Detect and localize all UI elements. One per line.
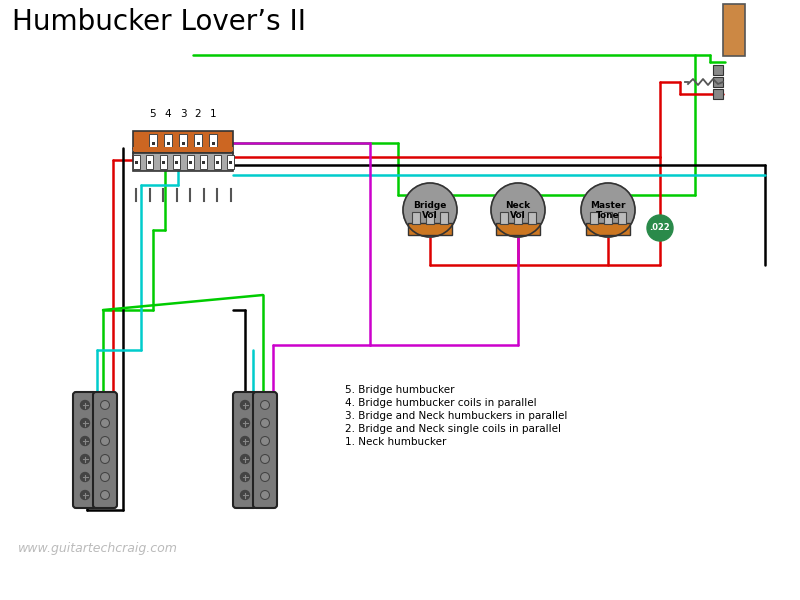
Text: 5. Bridge humbucker: 5. Bridge humbucker <box>345 385 454 395</box>
Text: .022: .022 <box>650 223 670 232</box>
Circle shape <box>81 491 90 499</box>
Text: 1: 1 <box>210 109 216 119</box>
Bar <box>151 142 154 145</box>
FancyBboxPatch shape <box>618 212 626 224</box>
Bar <box>197 142 199 145</box>
FancyBboxPatch shape <box>514 212 522 224</box>
FancyBboxPatch shape <box>604 212 612 224</box>
FancyBboxPatch shape <box>173 155 180 169</box>
Circle shape <box>261 455 270 463</box>
Text: Neck: Neck <box>506 200 530 209</box>
FancyBboxPatch shape <box>723 4 745 56</box>
Bar <box>148 161 151 164</box>
FancyBboxPatch shape <box>159 155 166 169</box>
Circle shape <box>241 401 250 409</box>
FancyBboxPatch shape <box>590 212 598 224</box>
Text: Master: Master <box>590 200 626 209</box>
Circle shape <box>81 455 90 463</box>
FancyBboxPatch shape <box>253 392 277 508</box>
Bar <box>189 161 191 164</box>
Circle shape <box>101 473 110 481</box>
Circle shape <box>241 491 250 499</box>
Circle shape <box>101 419 110 427</box>
Text: 3: 3 <box>180 109 186 119</box>
Circle shape <box>81 473 90 481</box>
FancyBboxPatch shape <box>133 131 233 153</box>
FancyBboxPatch shape <box>500 212 508 224</box>
FancyBboxPatch shape <box>73 392 97 508</box>
Text: 3. Bridge and Neck humbuckers in parallel: 3. Bridge and Neck humbuckers in paralle… <box>345 411 567 421</box>
Circle shape <box>491 183 545 237</box>
Text: 1. Neck humbucker: 1. Neck humbucker <box>345 437 446 447</box>
Bar <box>202 161 205 164</box>
Circle shape <box>81 437 90 445</box>
FancyBboxPatch shape <box>586 223 630 235</box>
FancyBboxPatch shape <box>426 212 434 224</box>
FancyBboxPatch shape <box>93 392 117 508</box>
Circle shape <box>261 473 270 481</box>
FancyBboxPatch shape <box>214 155 221 169</box>
FancyBboxPatch shape <box>209 134 217 150</box>
FancyBboxPatch shape <box>194 134 202 150</box>
Text: Bridge: Bridge <box>414 200 446 209</box>
Circle shape <box>101 455 110 463</box>
Text: Vol: Vol <box>510 211 526 220</box>
Circle shape <box>101 437 110 445</box>
Bar <box>134 161 138 164</box>
Text: 4. Bridge humbucker coils in parallel: 4. Bridge humbucker coils in parallel <box>345 398 537 408</box>
Text: Vol: Vol <box>422 211 438 220</box>
FancyBboxPatch shape <box>227 155 234 169</box>
Bar <box>182 142 185 145</box>
FancyBboxPatch shape <box>200 155 207 169</box>
FancyBboxPatch shape <box>133 155 139 169</box>
FancyBboxPatch shape <box>496 223 540 235</box>
Text: 5: 5 <box>150 109 156 119</box>
Text: 4: 4 <box>165 109 171 119</box>
FancyBboxPatch shape <box>713 77 723 87</box>
FancyBboxPatch shape <box>412 212 420 224</box>
Circle shape <box>241 437 250 445</box>
Text: Tone: Tone <box>596 211 620 220</box>
Bar <box>211 142 214 145</box>
Circle shape <box>261 419 270 427</box>
Bar <box>166 142 170 145</box>
Circle shape <box>241 455 250 463</box>
Circle shape <box>261 437 270 445</box>
FancyBboxPatch shape <box>408 223 452 235</box>
Text: 2: 2 <box>194 109 202 119</box>
Bar <box>175 161 178 164</box>
Text: 2. Bridge and Neck single coils in parallel: 2. Bridge and Neck single coils in paral… <box>345 424 561 434</box>
Circle shape <box>81 401 90 409</box>
Circle shape <box>101 491 110 499</box>
Circle shape <box>403 183 457 237</box>
Bar <box>162 161 165 164</box>
Bar <box>215 161 218 164</box>
Circle shape <box>647 215 673 241</box>
FancyBboxPatch shape <box>179 134 187 150</box>
Bar <box>229 161 232 164</box>
FancyBboxPatch shape <box>133 153 233 171</box>
Circle shape <box>261 491 270 499</box>
FancyBboxPatch shape <box>149 134 157 150</box>
Circle shape <box>581 183 635 237</box>
FancyBboxPatch shape <box>713 89 723 99</box>
FancyBboxPatch shape <box>713 65 723 75</box>
FancyBboxPatch shape <box>233 392 257 508</box>
Circle shape <box>81 419 90 427</box>
FancyBboxPatch shape <box>186 155 194 169</box>
FancyBboxPatch shape <box>146 155 153 169</box>
FancyBboxPatch shape <box>164 134 172 150</box>
Text: Humbucker Lover’s II: Humbucker Lover’s II <box>12 8 306 36</box>
Circle shape <box>241 419 250 427</box>
FancyBboxPatch shape <box>133 147 233 151</box>
Circle shape <box>101 401 110 409</box>
FancyBboxPatch shape <box>440 212 448 224</box>
Circle shape <box>241 473 250 481</box>
FancyBboxPatch shape <box>528 212 536 224</box>
Text: www.guitartechcraig.com: www.guitartechcraig.com <box>18 542 178 555</box>
Circle shape <box>261 401 270 409</box>
